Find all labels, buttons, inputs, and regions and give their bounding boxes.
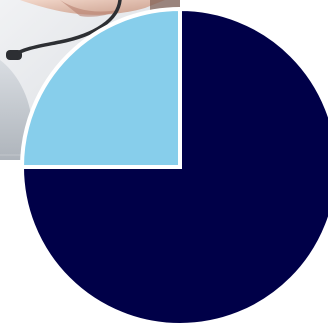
pie-slice-1 <box>19 6 328 324</box>
pie-slice-2 <box>19 6 182 169</box>
divider-line <box>0 154 30 156</box>
